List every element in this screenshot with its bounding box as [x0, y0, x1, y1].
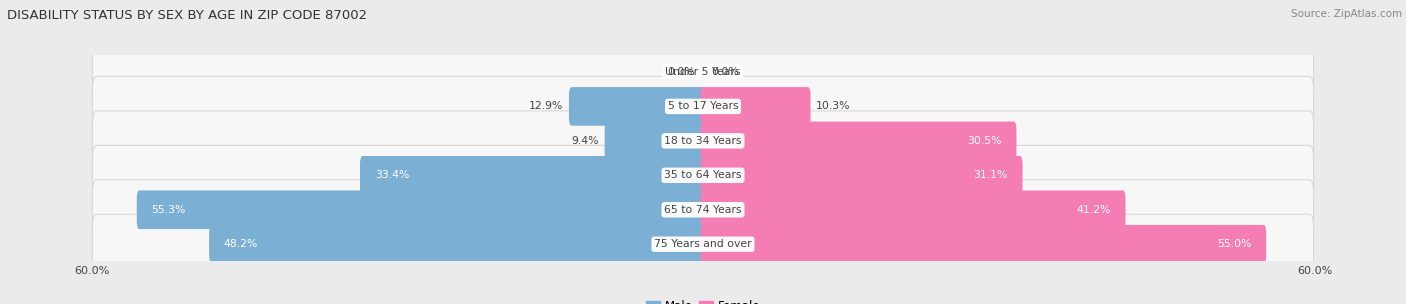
- FancyBboxPatch shape: [93, 111, 1313, 171]
- Text: 0.0%: 0.0%: [711, 67, 740, 77]
- Text: Source: ZipAtlas.com: Source: ZipAtlas.com: [1291, 9, 1402, 19]
- FancyBboxPatch shape: [93, 145, 1313, 205]
- FancyBboxPatch shape: [209, 225, 706, 264]
- Text: 35 to 64 Years: 35 to 64 Years: [664, 170, 742, 180]
- Text: 65 to 74 Years: 65 to 74 Years: [664, 205, 742, 215]
- Text: 75 Years and over: 75 Years and over: [654, 239, 752, 249]
- FancyBboxPatch shape: [360, 156, 706, 195]
- Text: 55.0%: 55.0%: [1218, 239, 1251, 249]
- FancyBboxPatch shape: [700, 87, 810, 126]
- Text: DISABILITY STATUS BY SEX BY AGE IN ZIP CODE 87002: DISABILITY STATUS BY SEX BY AGE IN ZIP C…: [7, 9, 367, 22]
- Legend: Male, Female: Male, Female: [641, 295, 765, 304]
- Text: 48.2%: 48.2%: [224, 239, 259, 249]
- FancyBboxPatch shape: [700, 156, 1022, 195]
- FancyBboxPatch shape: [136, 191, 706, 229]
- Text: 31.1%: 31.1%: [973, 170, 1008, 180]
- FancyBboxPatch shape: [700, 225, 1267, 264]
- Text: 33.4%: 33.4%: [375, 170, 409, 180]
- FancyBboxPatch shape: [93, 76, 1313, 136]
- Text: 18 to 34 Years: 18 to 34 Years: [664, 136, 742, 146]
- Text: 30.5%: 30.5%: [967, 136, 1001, 146]
- FancyBboxPatch shape: [605, 122, 706, 160]
- FancyBboxPatch shape: [93, 214, 1313, 274]
- Text: Under 5 Years: Under 5 Years: [665, 67, 741, 77]
- Text: 5 to 17 Years: 5 to 17 Years: [668, 102, 738, 111]
- Text: 10.3%: 10.3%: [815, 102, 851, 111]
- Text: 0.0%: 0.0%: [666, 67, 695, 77]
- Text: 55.3%: 55.3%: [152, 205, 186, 215]
- FancyBboxPatch shape: [569, 87, 706, 126]
- FancyBboxPatch shape: [700, 122, 1017, 160]
- FancyBboxPatch shape: [93, 42, 1313, 102]
- Text: 9.4%: 9.4%: [571, 136, 599, 146]
- Text: 41.2%: 41.2%: [1077, 205, 1111, 215]
- Text: 12.9%: 12.9%: [529, 102, 564, 111]
- FancyBboxPatch shape: [700, 191, 1126, 229]
- FancyBboxPatch shape: [93, 180, 1313, 240]
